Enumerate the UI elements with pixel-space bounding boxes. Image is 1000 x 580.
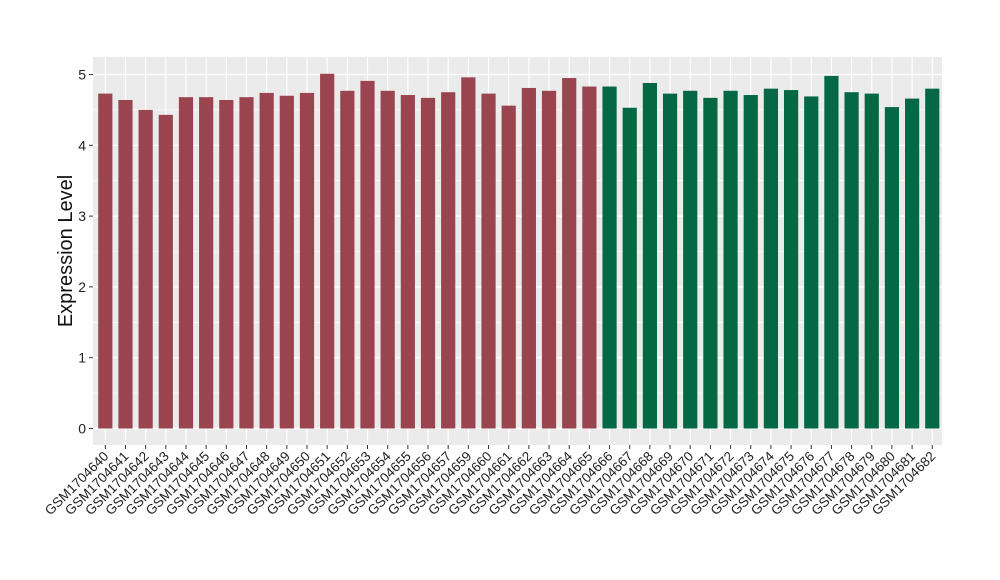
bar-GSM1704656 <box>420 97 436 429</box>
y-tick-label: 2 <box>78 279 86 295</box>
bar-GSM1704646 <box>219 99 234 429</box>
bar-GSM1704649 <box>279 95 294 429</box>
bar-GSM1704676 <box>804 96 819 429</box>
bar-GSM1704642 <box>138 109 153 429</box>
bar-GSM1704680 <box>884 107 900 429</box>
y-tick-label: 4 <box>78 137 86 153</box>
y-axis-title: Expression Level <box>55 175 77 327</box>
bar-GSM1704659 <box>461 77 476 429</box>
bars <box>98 73 940 429</box>
bar-GSM1704681 <box>905 98 920 429</box>
bar-GSM1704677 <box>824 75 839 429</box>
bar-GSM1704652 <box>340 90 355 429</box>
bar-GSM1704679 <box>864 93 879 429</box>
bar-GSM1704671 <box>703 97 718 429</box>
plot-panel <box>93 57 942 445</box>
bar-GSM1704668 <box>642 82 657 429</box>
y-axis: 0 1 2 3 4 5 <box>78 67 93 437</box>
bar-GSM1704662 <box>521 87 536 429</box>
bar-GSM1704661 <box>501 105 516 429</box>
bar-GSM1704682 <box>925 88 940 429</box>
y-tick-label: 1 <box>78 350 86 366</box>
bar-GSM1704664 <box>562 78 577 429</box>
bar-GSM1704672 <box>723 90 738 429</box>
bar-GSM1704678 <box>844 92 859 429</box>
bar-GSM1704645 <box>199 97 214 429</box>
bar-GSM1704666 <box>602 86 617 429</box>
bar-GSM1704665 <box>582 86 597 429</box>
bar-GSM1704675 <box>783 90 799 429</box>
bar-GSM1704667 <box>622 107 637 429</box>
bar-GSM1704670 <box>683 90 698 429</box>
y-tick-label: 3 <box>78 208 86 224</box>
bar-GSM1704673 <box>743 95 758 429</box>
bar-GSM1704640 <box>98 93 113 429</box>
y-tick-label: 0 <box>78 421 86 437</box>
bar-GSM1704644 <box>178 97 194 429</box>
bar-GSM1704653 <box>360 80 375 429</box>
bar-GSM1704657 <box>441 92 456 429</box>
bar-GSM1704647 <box>239 97 254 429</box>
bar-GSM1704669 <box>662 93 678 429</box>
bar-GSM1704654 <box>380 90 395 429</box>
y-tick-label: 5 <box>78 67 86 83</box>
bar-GSM1704641 <box>118 99 133 429</box>
bar-GSM1704674 <box>763 88 779 429</box>
bar-GSM1704650 <box>299 92 315 429</box>
bar-GSM1704663 <box>541 90 557 429</box>
x-axis: GSM1704640GSM1704641GSM1704642GSM1704643… <box>42 445 938 518</box>
bar-GSM1704651 <box>320 73 335 429</box>
bar-GSM1704648 <box>259 92 274 429</box>
bar-GSM1704643 <box>158 114 173 429</box>
bar-GSM1704660 <box>481 93 496 429</box>
bar-GSM1704655 <box>400 95 415 429</box>
